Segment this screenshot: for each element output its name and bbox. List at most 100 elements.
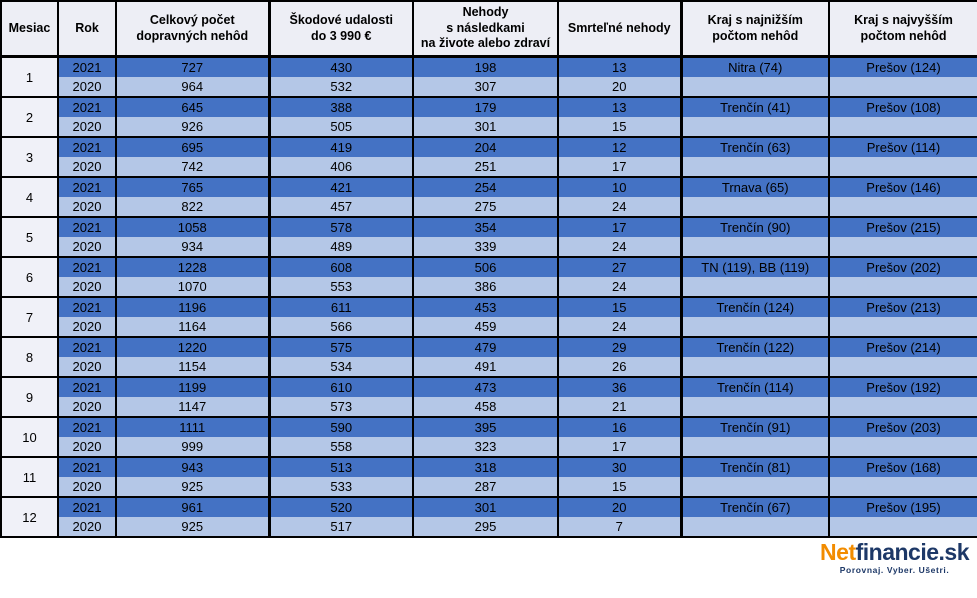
month-cell: 8 xyxy=(0,336,59,378)
damage-events-cell: 590 xyxy=(268,416,414,437)
injury-accidents-cell: 354 xyxy=(412,216,559,237)
damage-events-cell: 610 xyxy=(268,376,414,397)
region-highest-cell xyxy=(828,517,977,538)
fatal-accidents-cell: 21 xyxy=(557,397,683,418)
region-highest-cell xyxy=(828,197,977,218)
table-row: 2020 926 505 301 15 xyxy=(1,117,977,138)
year-cell: 2020 xyxy=(57,277,117,298)
table-row: 4 2021 765 421 254 10 Trnava (65) Prešov (146) xyxy=(0,176,977,218)
fatal-accidents-cell: 24 xyxy=(557,237,683,258)
table-row: 2020 1147 573 458 21 xyxy=(1,397,977,418)
damage-events-cell: 406 xyxy=(268,157,414,178)
damage-events-cell: 489 xyxy=(268,237,414,258)
year-cell: 2021 xyxy=(57,176,117,197)
table-row: 2020 934 489 339 24 xyxy=(1,237,977,258)
injury-accidents-cell: 473 xyxy=(412,376,559,397)
damage-events-cell: 578 xyxy=(268,216,414,237)
year-cell: 2020 xyxy=(57,157,117,178)
region-highest-cell: Prešov (202) xyxy=(828,256,977,277)
fatal-accidents-cell: 7 xyxy=(557,517,683,538)
year-cell: 2020 xyxy=(57,197,117,218)
total-accidents-cell: 925 xyxy=(115,517,271,538)
injury-accidents-cell: 395 xyxy=(412,416,559,437)
year-cell: 2020 xyxy=(57,357,117,378)
month-cell: 4 xyxy=(0,176,59,218)
total-accidents-cell: 943 xyxy=(115,456,271,477)
injury-accidents-cell: 339 xyxy=(412,237,559,258)
total-accidents-cell: 1058 xyxy=(115,216,271,237)
month-cell: 2 xyxy=(0,96,59,138)
region-highest-cell: Prešov (146) xyxy=(828,176,977,197)
total-accidents-cell: 1199 xyxy=(115,376,271,397)
injury-accidents-cell: 479 xyxy=(412,336,559,357)
fatal-accidents-cell: 26 xyxy=(557,357,683,378)
damage-events-cell: 611 xyxy=(268,296,414,317)
region-highest-cell: Prešov (195) xyxy=(828,496,977,517)
fatal-accidents-cell: 17 xyxy=(557,437,683,458)
total-accidents-cell: 934 xyxy=(115,237,271,258)
region-highest-cell xyxy=(828,477,977,498)
damage-events-cell: 513 xyxy=(268,456,414,477)
region-highest-cell: Prešov (124) xyxy=(828,55,977,77)
logo-financie-part: financie.sk xyxy=(855,539,970,565)
region-lowest-cell: Trenčín (63) xyxy=(680,136,830,157)
damage-events-cell: 608 xyxy=(268,256,414,277)
total-accidents-cell: 1196 xyxy=(115,296,271,317)
injury-accidents-cell: 204 xyxy=(412,136,559,157)
region-lowest-cell xyxy=(680,117,830,138)
fatal-accidents-cell: 29 xyxy=(557,336,683,357)
fatal-accidents-cell: 12 xyxy=(557,136,683,157)
total-accidents-cell: 822 xyxy=(115,197,271,218)
region-lowest-cell: Trenčín (90) xyxy=(680,216,830,237)
month-cell: 6 xyxy=(0,256,59,298)
fatal-accidents-cell: 20 xyxy=(557,496,683,517)
col-header-damage-events: Škodové udalosti do 3 990 € xyxy=(268,0,414,58)
month-cell: 9 xyxy=(0,376,59,418)
col-header-total-accidents: Celkový počet dopravných nehôd xyxy=(115,0,271,58)
region-lowest-cell xyxy=(680,477,830,498)
table-row: 2020 925 533 287 15 xyxy=(1,477,977,498)
injury-accidents-cell: 251 xyxy=(412,157,559,178)
col-header-region-lowest: Kraj s najnižším počtom nehôd xyxy=(680,0,830,58)
table-row: 2 2021 645 388 179 13 Trenčín (41) Prešov (108) xyxy=(0,96,977,138)
region-highest-cell: Prešov (203) xyxy=(828,416,977,437)
table-body: 1 2021 727 430 198 13 Nitra (74) Prešov (124) 20… xyxy=(0,55,977,538)
region-lowest-cell xyxy=(680,277,830,298)
logo-tagline: Porovnaj. Vyber. Ušetri. xyxy=(839,565,950,575)
total-accidents-cell: 925 xyxy=(115,477,271,498)
year-cell: 2021 xyxy=(57,336,117,357)
year-cell: 2021 xyxy=(57,96,117,117)
total-accidents-cell: 964 xyxy=(115,77,271,98)
region-highest-cell: Prešov (168) xyxy=(828,456,977,477)
fatal-accidents-cell: 24 xyxy=(557,277,683,298)
month-cell: 5 xyxy=(0,216,59,258)
logo-net-part: Net xyxy=(820,539,856,565)
year-cell: 2021 xyxy=(57,216,117,237)
region-highest-cell xyxy=(828,117,977,138)
damage-events-cell: 505 xyxy=(268,117,414,138)
fatal-accidents-cell: 13 xyxy=(557,55,683,77)
region-highest-cell xyxy=(828,237,977,258)
damage-events-cell: 520 xyxy=(268,496,414,517)
year-cell: 2020 xyxy=(57,477,117,498)
col-header-mesiac: Mesiac xyxy=(0,0,59,58)
fatal-accidents-cell: 30 xyxy=(557,456,683,477)
damage-events-cell: 534 xyxy=(268,357,414,378)
region-highest-cell: Prešov (215) xyxy=(828,216,977,237)
total-accidents-cell: 999 xyxy=(115,437,271,458)
fatal-accidents-cell: 15 xyxy=(557,296,683,317)
year-cell: 2020 xyxy=(57,317,117,338)
fatal-accidents-cell: 27 xyxy=(557,256,683,277)
fatal-accidents-cell: 10 xyxy=(557,176,683,197)
injury-accidents-cell: 307 xyxy=(412,77,559,98)
table-row: 3 2021 695 419 204 12 Trenčín (63) Prešov (114) xyxy=(0,136,977,178)
damage-events-cell: 532 xyxy=(268,77,414,98)
region-highest-cell: Prešov (192) xyxy=(828,376,977,397)
total-accidents-cell: 695 xyxy=(115,136,271,157)
table-row: 2020 925 517 295 7 xyxy=(1,517,977,538)
injury-accidents-cell: 198 xyxy=(412,55,559,77)
injury-accidents-cell: 458 xyxy=(412,397,559,418)
damage-events-cell: 566 xyxy=(268,317,414,338)
month-cell: 1 xyxy=(0,55,59,98)
table-row: 11 2021 943 513 318 30 Trenčín (81) Prešov (168… xyxy=(0,456,977,498)
